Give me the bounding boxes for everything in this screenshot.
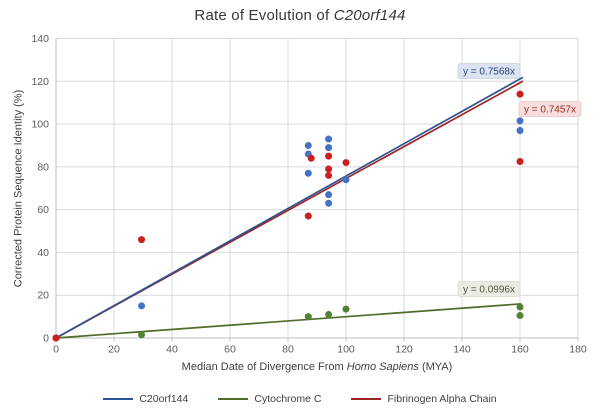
y-axis-title: Corrected Protein Sequence Identity (%)	[12, 89, 25, 288]
data-point-c20orf144[interactable]	[325, 191, 333, 199]
y-tick-label: 40	[37, 247, 49, 259]
data-point-fibrinogen-alpha-chain[interactable]	[307, 154, 315, 162]
y-tick-label: 0	[43, 333, 49, 345]
chart-title: Rate of Evolution of C20orf144	[0, 7, 600, 24]
x-tick-label: 0	[53, 344, 59, 356]
x-tick-label: 20	[108, 344, 120, 356]
trendline-c20orf144[interactable]	[55, 76, 524, 339]
equation-label-box[interactable]	[457, 281, 521, 297]
y-tick-label: 140	[31, 33, 49, 45]
y-tick-label: 120	[31, 76, 49, 88]
equation-label-text: y = 0.7568x	[463, 67, 515, 78]
legend-swatch-fibrinogen	[351, 398, 382, 400]
data-point-c20orf144[interactable]	[325, 144, 333, 152]
equation-label-text: y = 0.7457x	[524, 105, 576, 116]
trendline-cytochrome-c[interactable]	[55, 302, 522, 339]
data-point-fibrinogen-alpha-chain[interactable]	[342, 159, 350, 167]
equation-label-box[interactable]	[457, 63, 521, 79]
legend-swatch-cytochrome-c	[218, 398, 249, 400]
y-tick-label: 100	[31, 119, 49, 131]
data-point-cytochrome-c[interactable]	[342, 305, 350, 313]
data-point-c20orf144[interactable]	[304, 169, 312, 177]
legend-label-c20orf144: C20orf144	[139, 393, 189, 405]
x-tick-label: 180	[569, 344, 587, 356]
x-tick-label: 140	[453, 344, 471, 356]
x-axis-title: Median Date of Divergence From Homo Sapi…	[56, 361, 578, 373]
y-tick-label: 20	[37, 290, 49, 302]
data-point-cytochrome-c[interactable]	[304, 313, 312, 321]
data-point-fibrinogen-alpha-chain[interactable]	[325, 152, 333, 160]
data-point-fibrinogen-alpha-chain[interactable]	[52, 334, 60, 342]
legend: C20orf144 Cytochrome C Fibrinogen Alpha …	[0, 390, 600, 408]
y-tick-label: 80	[37, 161, 49, 173]
data-point-c20orf144[interactable]	[325, 199, 333, 207]
x-axis-title-species: Homo Sapiens	[346, 361, 419, 373]
y-tick-label: 60	[37, 204, 49, 216]
data-point-fibrinogen-alpha-chain[interactable]	[516, 90, 524, 98]
x-tick-label: 40	[166, 344, 178, 356]
legend-label-fibrinogen: Fibrinogen Alpha Chain	[387, 393, 497, 405]
data-point-cytochrome-c[interactable]	[516, 312, 524, 320]
x-tick-label: 80	[282, 344, 294, 356]
data-point-c20orf144[interactable]	[342, 176, 350, 184]
x-tick-label: 60	[224, 344, 236, 356]
chart-title-prefix: Rate of Evolution of	[194, 7, 334, 24]
x-tick-label: 160	[511, 344, 529, 356]
data-point-fibrinogen-alpha-chain[interactable]	[325, 165, 333, 173]
data-point-c20orf144[interactable]	[138, 302, 146, 310]
data-point-cytochrome-c[interactable]	[516, 303, 524, 311]
data-point-cytochrome-c[interactable]	[325, 310, 333, 318]
legend-item-c20orf144[interactable]: C20orf144	[103, 393, 188, 405]
data-point-c20orf144[interactable]	[325, 135, 333, 143]
x-axis-title-suffix: (MYA)	[418, 361, 453, 373]
legend-swatch-c20orf144	[103, 398, 134, 400]
data-point-cytochrome-c[interactable]	[138, 331, 146, 339]
equation-label-text: y = 0.0996x	[463, 285, 515, 296]
data-point-c20orf144[interactable]	[304, 141, 312, 149]
data-point-c20orf144[interactable]	[516, 126, 524, 134]
x-tick-label: 120	[395, 344, 413, 356]
legend-label-cytochrome-c: Cytochrome C	[254, 393, 322, 405]
legend-item-cytochrome-c[interactable]: Cytochrome C	[218, 393, 321, 405]
x-tick-label: 100	[337, 344, 355, 356]
x-axis-title-prefix: Median Date of Divergence From	[181, 361, 347, 373]
legend-item-fibrinogen[interactable]: Fibrinogen Alpha Chain	[351, 393, 497, 405]
data-point-fibrinogen-alpha-chain[interactable]	[516, 158, 524, 166]
data-point-fibrinogen-alpha-chain[interactable]	[138, 236, 146, 244]
equation-label-box[interactable]	[518, 101, 582, 117]
chart-title-gene: C20orf144	[333, 7, 406, 24]
data-point-c20orf144[interactable]	[516, 117, 524, 125]
data-point-fibrinogen-alpha-chain[interactable]	[304, 212, 312, 220]
data-point-fibrinogen-alpha-chain[interactable]	[325, 171, 333, 179]
